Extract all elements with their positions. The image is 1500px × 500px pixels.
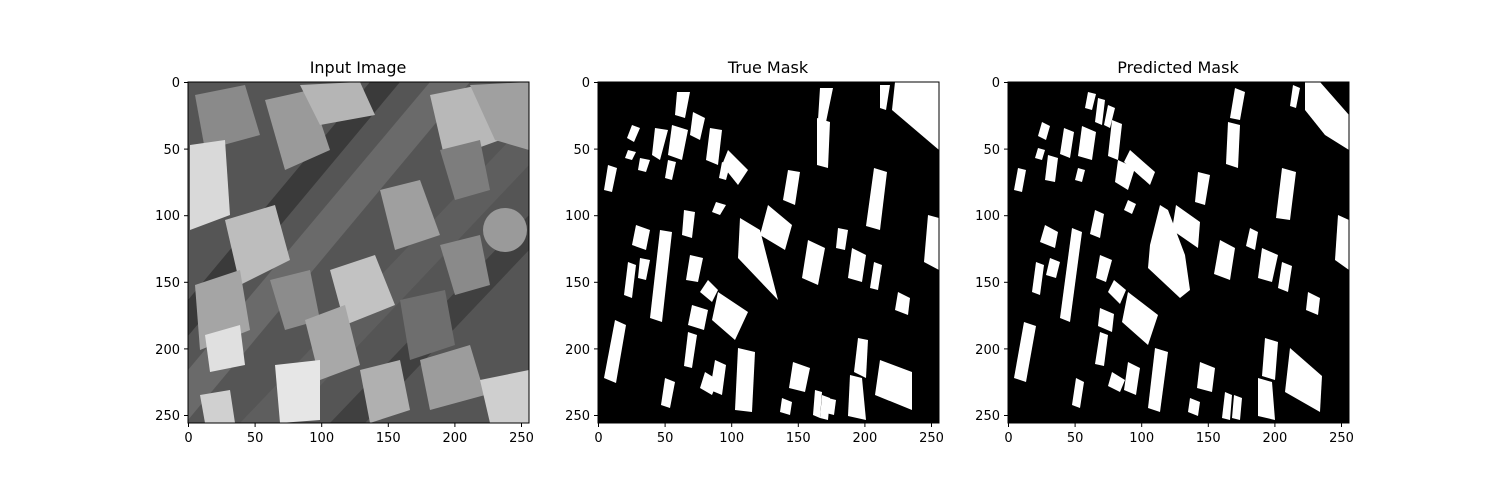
y-tick-label: 250 xyxy=(155,409,180,424)
x-tick-label: 150 xyxy=(376,431,401,446)
y-tick-label: 250 xyxy=(565,409,590,424)
y-tick-label: 0 xyxy=(992,76,1000,91)
y-tick-label: 250 xyxy=(975,409,1000,424)
panel-true-mask: True Mask xyxy=(565,58,944,446)
aerial-image xyxy=(188,82,529,423)
panel-input-image: Input Image xyxy=(155,58,534,446)
y-tick-label: 100 xyxy=(975,209,1000,224)
x-tick-label: 100 xyxy=(1129,431,1154,446)
x-tick-label: 50 xyxy=(657,431,674,446)
y-tick-label: 200 xyxy=(565,343,590,358)
y-axis: 0 50 100 150 200 250 xyxy=(975,76,1008,424)
x-tick-label: 200 xyxy=(852,431,877,446)
y-tick-label: 50 xyxy=(983,143,1000,158)
y-tick-label: 100 xyxy=(155,209,180,224)
x-axis: 0 50 100 150 200 250 xyxy=(184,423,534,446)
true-mask-image xyxy=(598,82,939,423)
x-tick-label: 0 xyxy=(594,431,602,446)
x-tick-label: 50 xyxy=(247,431,264,446)
panel-predicted-mask: Predicted Mask xyxy=(975,58,1354,446)
y-tick-label: 150 xyxy=(975,276,1000,291)
y-tick-label: 200 xyxy=(155,343,180,358)
x-tick-label: 150 xyxy=(786,431,811,446)
y-tick-label: 50 xyxy=(163,143,180,158)
x-tick-label: 250 xyxy=(919,431,944,446)
x-tick-label: 200 xyxy=(442,431,467,446)
x-tick-label: 100 xyxy=(309,431,334,446)
y-axis: 0 50 100 150 200 250 xyxy=(565,76,598,424)
x-tick-label: 150 xyxy=(1196,431,1221,446)
x-tick-label: 50 xyxy=(1067,431,1084,446)
panel-title: Predicted Mask xyxy=(1117,58,1239,77)
predicted-mask-image xyxy=(1008,82,1349,423)
panel-title: Input Image xyxy=(310,58,407,77)
x-tick-label: 200 xyxy=(1262,431,1287,446)
y-tick-label: 150 xyxy=(565,276,590,291)
y-tick-label: 0 xyxy=(582,76,590,91)
y-tick-label: 150 xyxy=(155,276,180,291)
x-tick-label: 0 xyxy=(1004,431,1012,446)
x-tick-label: 100 xyxy=(719,431,744,446)
x-tick-label: 250 xyxy=(509,431,534,446)
y-axis: 0 50 100 150 200 250 xyxy=(155,76,188,424)
x-tick-label: 250 xyxy=(1329,431,1354,446)
x-axis: 0 50 100 150 200 250 xyxy=(1004,423,1354,446)
panel-title: True Mask xyxy=(727,58,809,77)
y-tick-label: 200 xyxy=(975,343,1000,358)
y-tick-label: 50 xyxy=(573,143,590,158)
x-tick-label: 0 xyxy=(184,431,192,446)
y-tick-label: 0 xyxy=(172,76,180,91)
x-axis: 0 50 100 150 200 250 xyxy=(594,423,944,446)
y-tick-label: 100 xyxy=(565,209,590,224)
